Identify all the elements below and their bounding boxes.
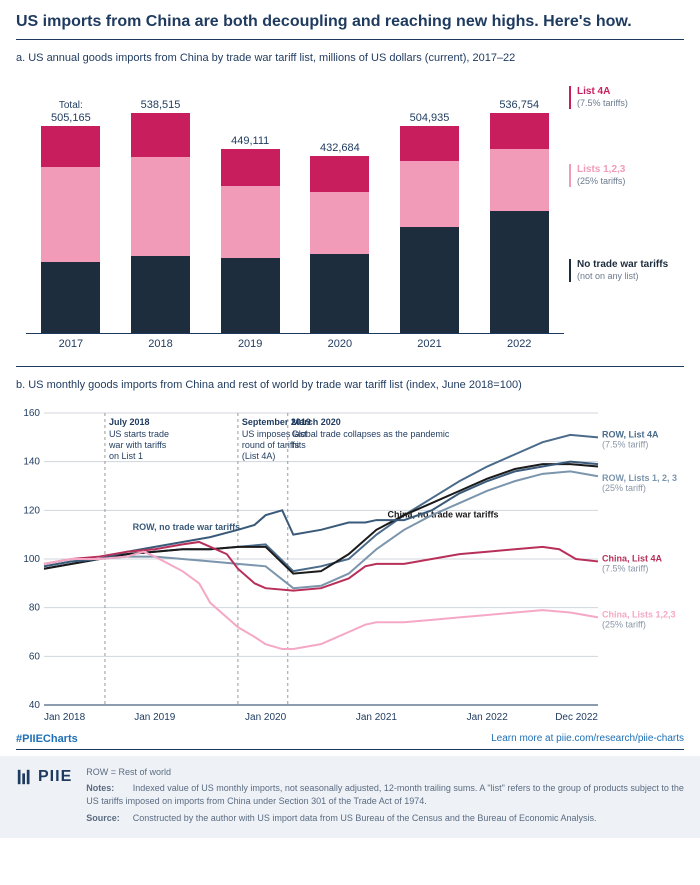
page-title: US imports from China are both decouplin… bbox=[16, 12, 684, 33]
series-label: ROW, Lists 1, 2, 3 bbox=[602, 473, 677, 483]
svg-text:Dec 2022: Dec 2022 bbox=[555, 712, 598, 723]
learn-more-link[interactable]: Learn more at piie.com/research/piie-cha… bbox=[491, 733, 684, 744]
total-label: Total: bbox=[59, 100, 83, 111]
bar-segment-list4a bbox=[310, 156, 369, 192]
svg-text:Jan 2019: Jan 2019 bbox=[134, 712, 176, 723]
svg-text:Jan 2022: Jan 2022 bbox=[467, 712, 509, 723]
bar-segment-no_tariffs bbox=[221, 258, 280, 334]
bar-segment-lists123 bbox=[131, 157, 190, 256]
row-abbrev: ROW = Rest of world bbox=[86, 766, 684, 779]
bar-total-value: 432,684 bbox=[320, 142, 360, 154]
svg-text:July 2018: July 2018 bbox=[109, 417, 150, 427]
bar-x-label: 2022 bbox=[474, 338, 564, 350]
bar-segment-no_tariffs bbox=[310, 254, 369, 334]
bar-x-label: 2018 bbox=[116, 338, 206, 350]
svg-text:(25% tariff): (25% tariff) bbox=[602, 483, 646, 493]
bar-total-value: 536,754 bbox=[499, 99, 539, 111]
svg-text:March 2020: March 2020 bbox=[292, 417, 341, 427]
bar-segment-list4a bbox=[131, 113, 190, 157]
bar-segment-no_tariffs bbox=[490, 211, 549, 334]
svg-text:hits: hits bbox=[292, 440, 307, 450]
chart-b-subtitle: b. US monthly goods imports from China a… bbox=[16, 379, 684, 391]
chart-a-subtitle: a. US annual goods imports from China by… bbox=[16, 52, 684, 64]
piie-logo: PIIE bbox=[16, 766, 72, 788]
bar-segment-list4a bbox=[221, 149, 280, 186]
bar-segment-lists123 bbox=[221, 186, 280, 258]
svg-text:140: 140 bbox=[23, 456, 40, 467]
bar-segment-no_tariffs bbox=[400, 227, 459, 334]
series-label: China, Lists 1,2,3 bbox=[602, 609, 676, 619]
notes-text: Notes: Indexed value of US monthly impor… bbox=[86, 782, 684, 807]
divider bbox=[16, 749, 684, 750]
footer-links: #PIIECharts Learn more at piie.com/resea… bbox=[16, 733, 684, 745]
bar-segment-no_tariffs bbox=[131, 256, 190, 334]
svg-text:war with tariffs: war with tariffs bbox=[108, 440, 167, 450]
svg-text:US starts trade: US starts trade bbox=[109, 429, 169, 439]
bar-segment-list4a bbox=[400, 126, 459, 161]
svg-text:100: 100 bbox=[23, 554, 40, 565]
svg-text:(7.5% tariff): (7.5% tariff) bbox=[602, 563, 648, 573]
bar-column: 538,515 bbox=[116, 86, 206, 334]
bar-x-label: 2019 bbox=[205, 338, 295, 350]
bar-x-label: 2017 bbox=[26, 338, 116, 350]
svg-text:(List 4A): (List 4A) bbox=[242, 451, 276, 461]
svg-text:Jan 2018: Jan 2018 bbox=[44, 712, 86, 723]
chart-a: Total:505,165 538,515 449,111 432,684 504,93… bbox=[16, 74, 684, 350]
bar-segment-lists123 bbox=[490, 149, 549, 211]
bar-column: 449,111 bbox=[205, 122, 295, 333]
series-label: China, List 4A bbox=[602, 553, 663, 563]
footer-notes: PIIE ROW = Rest of world Notes: Indexed … bbox=[0, 756, 700, 838]
bar-segment-list4a bbox=[41, 126, 100, 167]
bar-column: 432,684 bbox=[295, 129, 385, 334]
bar-legend-item: List 4A(7.5% tariffs) bbox=[569, 86, 628, 109]
bar-segment-no_tariffs bbox=[41, 262, 100, 334]
bar-total-value: 538,515 bbox=[141, 99, 181, 111]
source-text: Source: Constructed by the author with U… bbox=[86, 812, 684, 825]
hashtag-label: #PIIECharts bbox=[16, 733, 78, 745]
bar-column: 536,754 bbox=[474, 86, 564, 334]
bar-total-value: 449,111 bbox=[231, 135, 269, 147]
bar-column: 504,935 bbox=[385, 99, 475, 333]
bar-total-value: 505,165 bbox=[51, 112, 91, 124]
series-label: ROW, no trade war tariffs bbox=[133, 522, 241, 532]
svg-text:on List 1: on List 1 bbox=[109, 451, 143, 461]
svg-text:Global trade collapses as the: Global trade collapses as the pandemic bbox=[292, 429, 450, 439]
bar-segment-lists123 bbox=[400, 161, 459, 227]
svg-text:160: 160 bbox=[23, 408, 40, 419]
svg-text:40: 40 bbox=[29, 700, 41, 711]
svg-text:Jan 2021: Jan 2021 bbox=[356, 712, 398, 723]
bar-legend-item: No trade war tariffs(not on any list) bbox=[569, 259, 668, 282]
divider bbox=[16, 366, 684, 367]
bar-segment-lists123 bbox=[41, 167, 100, 261]
chart-b: 40 60 80 100 120 140 160 Jan 2018 Jan 2019 Jan 20… bbox=[16, 405, 684, 725]
bar-column: Total:505,165 bbox=[26, 100, 116, 333]
bar-total-value: 504,935 bbox=[410, 112, 450, 124]
svg-text:60: 60 bbox=[29, 651, 41, 662]
divider bbox=[16, 39, 684, 40]
bar-x-label: 2020 bbox=[295, 338, 385, 350]
series-line bbox=[44, 461, 598, 566]
svg-text:120: 120 bbox=[23, 505, 40, 516]
bar-segment-lists123 bbox=[310, 192, 369, 254]
svg-text:(25% tariff): (25% tariff) bbox=[602, 619, 646, 629]
series-label: ROW, List 4A bbox=[602, 429, 659, 439]
svg-text:(7.5% tariff): (7.5% tariff) bbox=[602, 439, 648, 449]
svg-text:Jan 2020: Jan 2020 bbox=[245, 712, 287, 723]
bar-segment-list4a bbox=[490, 113, 549, 149]
bar-legend-item: Lists 1,2,3(25% tariffs) bbox=[569, 164, 625, 187]
bar-x-label: 2021 bbox=[385, 338, 475, 350]
svg-text:80: 80 bbox=[29, 602, 41, 613]
